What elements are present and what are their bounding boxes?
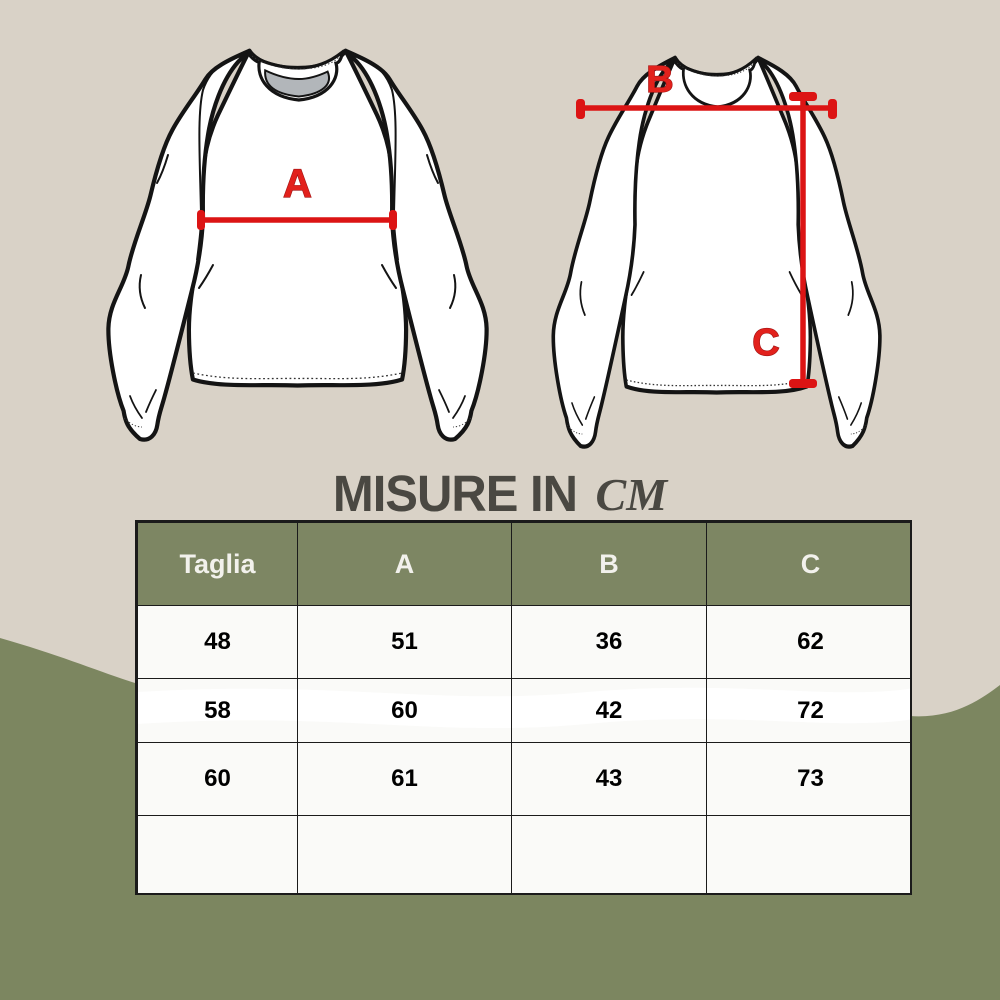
svg-text:B: B <box>646 59 673 101</box>
svg-text:C: C <box>752 322 779 364</box>
